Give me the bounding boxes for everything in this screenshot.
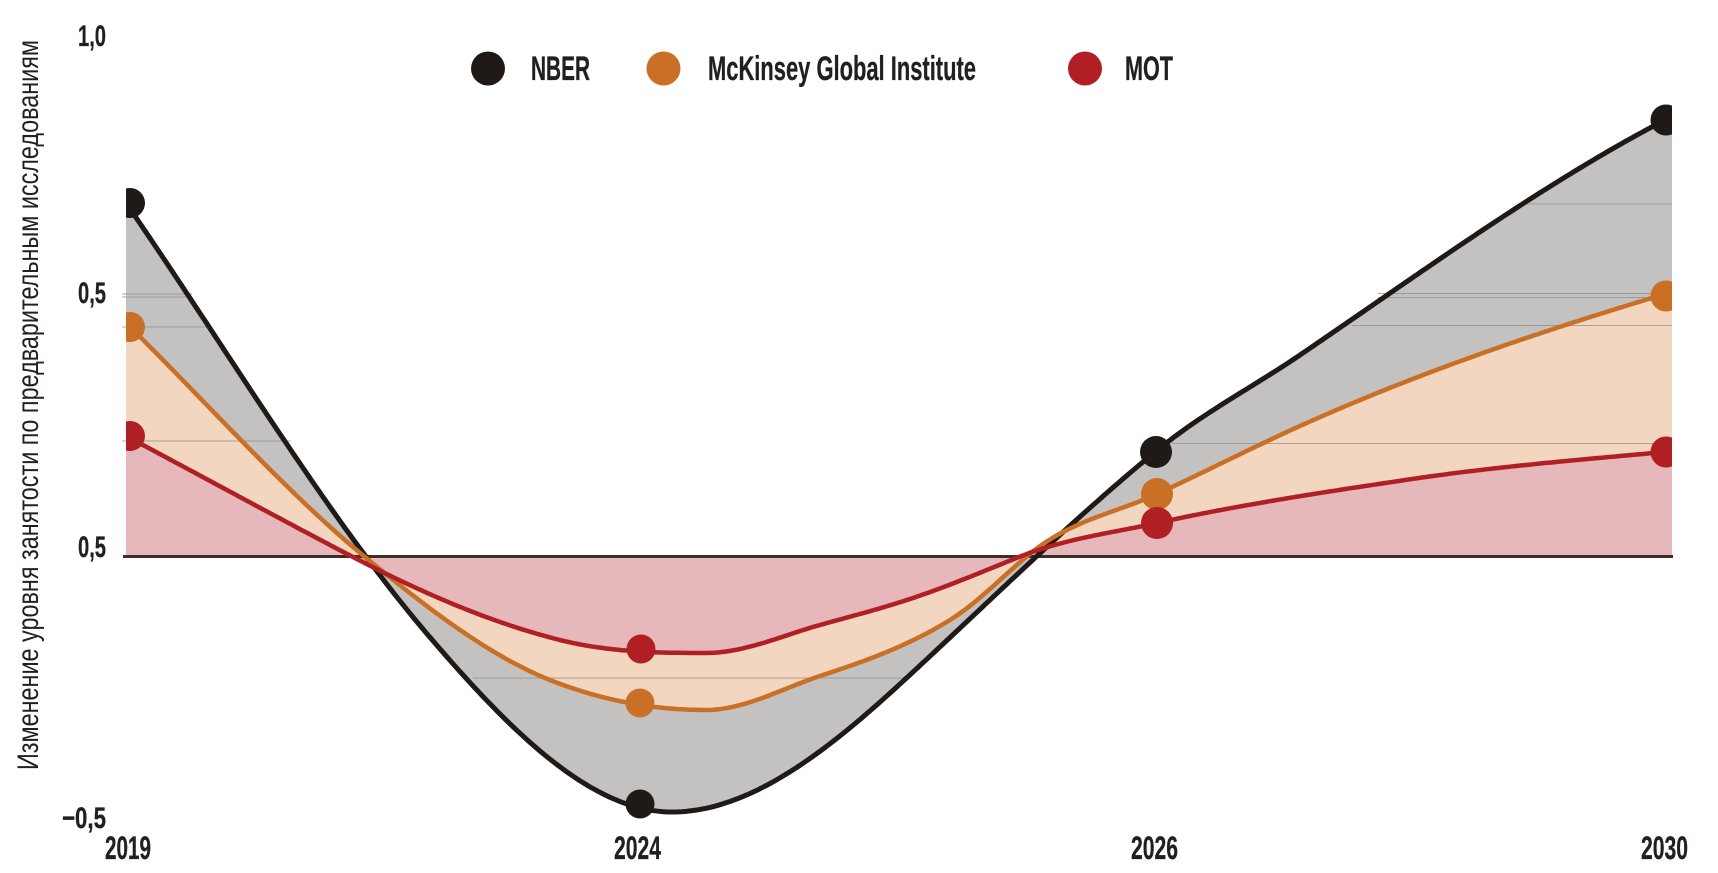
svg-text:2019: 2019 xyxy=(105,830,151,866)
svg-text:−0,5: −0,5 xyxy=(62,802,106,835)
svg-text:МОТ: МОТ xyxy=(1125,50,1173,88)
svg-text:2024: 2024 xyxy=(614,830,661,866)
svg-text:0,5: 0,5 xyxy=(78,531,106,564)
svg-text:0,5: 0,5 xyxy=(78,277,106,310)
svg-text:2030: 2030 xyxy=(1641,830,1688,866)
svg-text:1,0: 1,0 xyxy=(78,20,106,53)
svg-text:2026: 2026 xyxy=(1131,830,1178,866)
svg-text:NBER: NBER xyxy=(531,50,590,88)
svg-text:Изменение уровня занятости по: Изменение уровня занятости по предварите… xyxy=(12,40,45,770)
svg-text:McKinsey Global Institute: McKinsey Global Institute xyxy=(708,50,976,88)
